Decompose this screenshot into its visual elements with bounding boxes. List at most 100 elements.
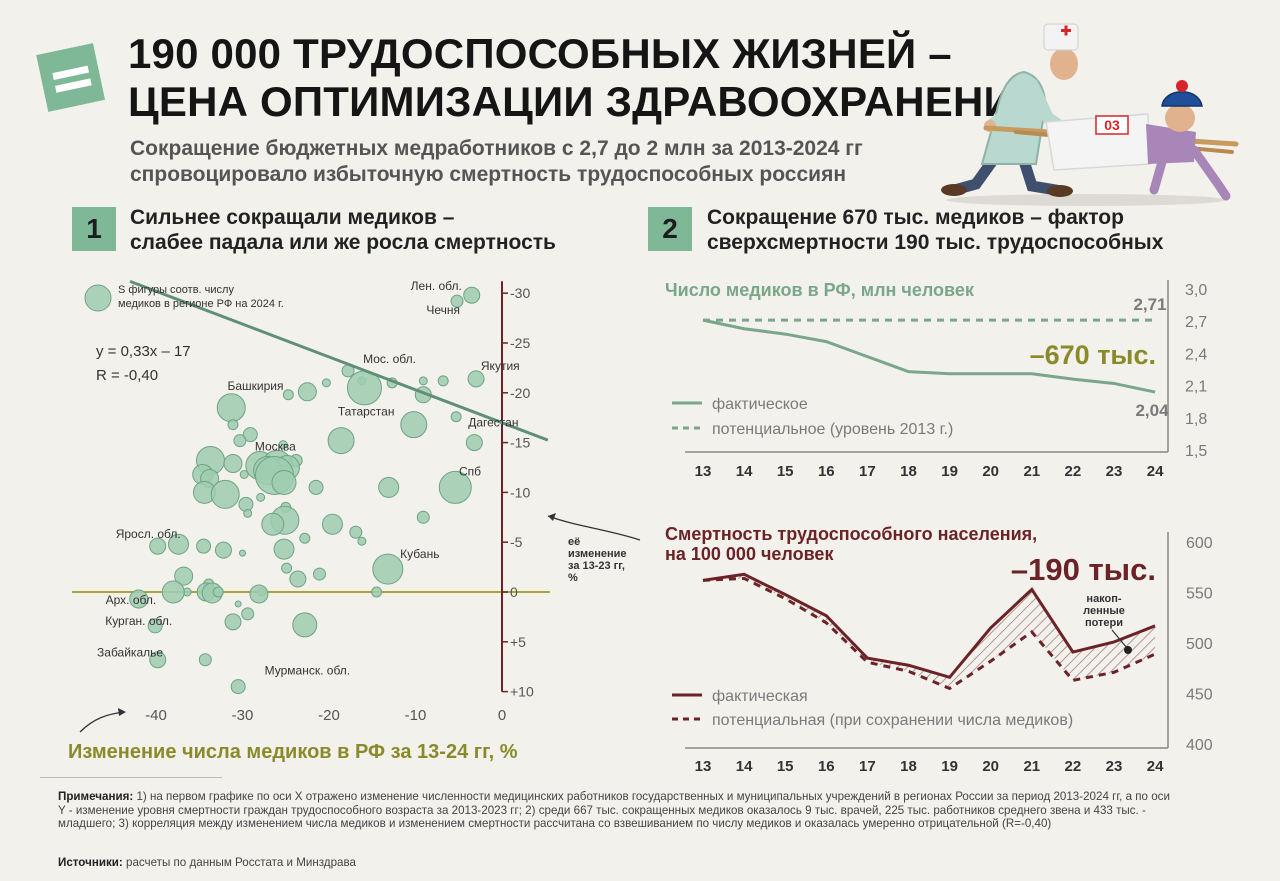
mortality-y-tick-label: 450: [1186, 687, 1213, 704]
section-1-heading-line-2: слабее падала или же росла смертность: [130, 231, 556, 254]
sources-text: расчеты по данным Росстата и Минздрава: [126, 856, 356, 869]
losses-pointer-dot: [1124, 646, 1132, 654]
region-label: Спб: [459, 464, 481, 478]
losses-label-line: ленные: [1083, 605, 1125, 617]
subtitle-line-2: спровоцировало избыточную смертность тру…: [130, 163, 847, 186]
scatter-point: [223, 454, 243, 474]
scatter-point: [321, 513, 343, 535]
scatter-point: [378, 476, 400, 498]
scatter-point: [278, 440, 288, 450]
page-title: 190 000 ТРУДОСПОСОБНЫХ ЖИЗНЕЙ – ЦЕНА ОПТ…: [128, 30, 1044, 126]
scatter-point: [308, 479, 324, 495]
regression-equation: y = 0,33x – 17: [96, 343, 191, 360]
mortality-y-tick-label: 600: [1186, 535, 1213, 552]
scatter-point: [149, 537, 167, 555]
medics-x-tick-label: 14: [736, 463, 753, 480]
y-axis-label-line: её: [568, 536, 580, 548]
x-tick-label: -40: [145, 707, 167, 724]
medics-y-tick-label: 1,8: [1185, 411, 1207, 428]
x-tick-label: -20: [318, 707, 340, 724]
scatter-point: [437, 375, 449, 387]
section-2-heading-line-1: Сокращение 670 тыс. медиков – фактор: [707, 206, 1124, 229]
region-label: Арх. обл.: [106, 593, 157, 607]
mortality-x-tick-label: 14: [736, 758, 753, 775]
scatter-point: [299, 532, 311, 544]
mortality-actual-line: [702, 572, 1156, 680]
y-tick-label: -30: [510, 285, 530, 301]
x-tick-label: 0: [498, 707, 506, 724]
x-tick-label: -30: [232, 707, 254, 724]
section-1-badge: 1: [72, 207, 116, 251]
scatter-point: [174, 566, 194, 586]
scatter-point: [416, 510, 430, 524]
section-1-heading: Сильнее сокращали медиков – слабее падал…: [130, 205, 556, 255]
scatter-point: [230, 679, 246, 695]
medics-y-tick-label: 1,5: [1185, 443, 1207, 460]
scatter-point: [241, 607, 255, 621]
scatter-point: [261, 512, 285, 536]
scatter-point: [349, 525, 363, 539]
medics-actual-line: [702, 318, 1156, 394]
legend-text-line-1: S фигуры соотв. числу: [118, 284, 234, 296]
ambulance-number: 03: [1104, 117, 1120, 133]
region-label: Башкирия: [227, 379, 283, 393]
medics-x-tick-label: 19: [941, 463, 958, 480]
mortality-legend-actual: фактическая: [712, 688, 808, 705]
scatter-point: [321, 378, 331, 388]
title-line-2: ЦЕНА ОПТИМИЗАЦИИ ЗДРАВООХРАНЕНИЯ: [128, 78, 1045, 125]
losses-label-line: потери: [1085, 617, 1123, 629]
y-label-arrow-head: [548, 513, 556, 521]
mortality-x-tick-label: 13: [695, 758, 712, 775]
y-axis-label-line: за 13-23 гг,: [568, 560, 625, 572]
mortality-chart-title-line-2: на 100 000 человек: [665, 544, 834, 564]
section-2-badge: 2: [648, 207, 692, 251]
legend-text-line-2: медиков в регионе РФ на 2024 г.: [118, 298, 284, 310]
scatter-point: [297, 382, 317, 402]
medics-x-tick-label: 13: [695, 463, 712, 480]
section-2-heading: Сокращение 670 тыс. медиков – фактор све…: [707, 205, 1163, 255]
x-axis-label: Изменение числа медиков в РФ за 13-24 гг…: [68, 741, 518, 763]
scatter-point: [372, 553, 404, 585]
scatter-point: [256, 492, 266, 502]
sources: Источники: расчеты по данным Росстата и …: [58, 856, 356, 869]
medics-bottom-value: 2,04: [1135, 401, 1169, 420]
scatter-point: [227, 419, 239, 431]
region-label: Дагестан: [468, 416, 518, 430]
region-label: Мурманск. обл.: [265, 664, 350, 678]
scatter-point: [129, 589, 149, 609]
legend-bubble: [84, 284, 112, 312]
scatter-point: [467, 370, 485, 388]
region-label: Забайкалье: [97, 646, 163, 660]
equals-logo-icon: [36, 43, 106, 112]
y-axis-label-line: %: [568, 572, 578, 584]
medics-x-tick-label: 24: [1147, 463, 1164, 480]
y-tick-label: +10: [510, 684, 534, 700]
mortality-y-tick-label: 400: [1186, 737, 1213, 754]
scatter-point: [147, 618, 163, 634]
scatter-point: [450, 411, 462, 423]
medics-y-tick-label: 2,4: [1185, 346, 1207, 363]
scatter-point: [239, 469, 249, 479]
region-label: Татарстан: [338, 405, 395, 419]
scatter-point: [234, 600, 242, 608]
mortality-x-tick-label: 15: [777, 758, 794, 775]
legend-text: S фигуры соотв. числу медиков в регионе Р…: [118, 284, 284, 310]
scatter-point: [281, 562, 293, 574]
scatter-point: [312, 567, 326, 581]
mortality-x-tick-label: 17: [859, 758, 876, 775]
y-axis-label-line: изменение: [568, 548, 627, 560]
sources-label: Источники:: [58, 856, 123, 869]
mortality-chart-title-line-1: Смертность трудоспособного населения,: [665, 524, 1037, 544]
region-label: Москва: [255, 440, 296, 454]
mortality-x-tick-label: 24: [1147, 758, 1164, 775]
medics-x-tick-label: 20: [982, 463, 999, 480]
medics-legend-actual: фактическое: [712, 396, 808, 413]
mortality-y-tick-label: 500: [1186, 636, 1213, 653]
medics-chart-title: Число медиков в РФ, млн человек: [665, 280, 975, 300]
region-label: Яросл. обл.: [116, 527, 181, 541]
scatter-point: [418, 376, 428, 386]
scatter-point: [271, 469, 297, 495]
medics-top-value: 2,71: [1133, 295, 1166, 314]
mortality-x-tick-label: 19: [941, 758, 958, 775]
